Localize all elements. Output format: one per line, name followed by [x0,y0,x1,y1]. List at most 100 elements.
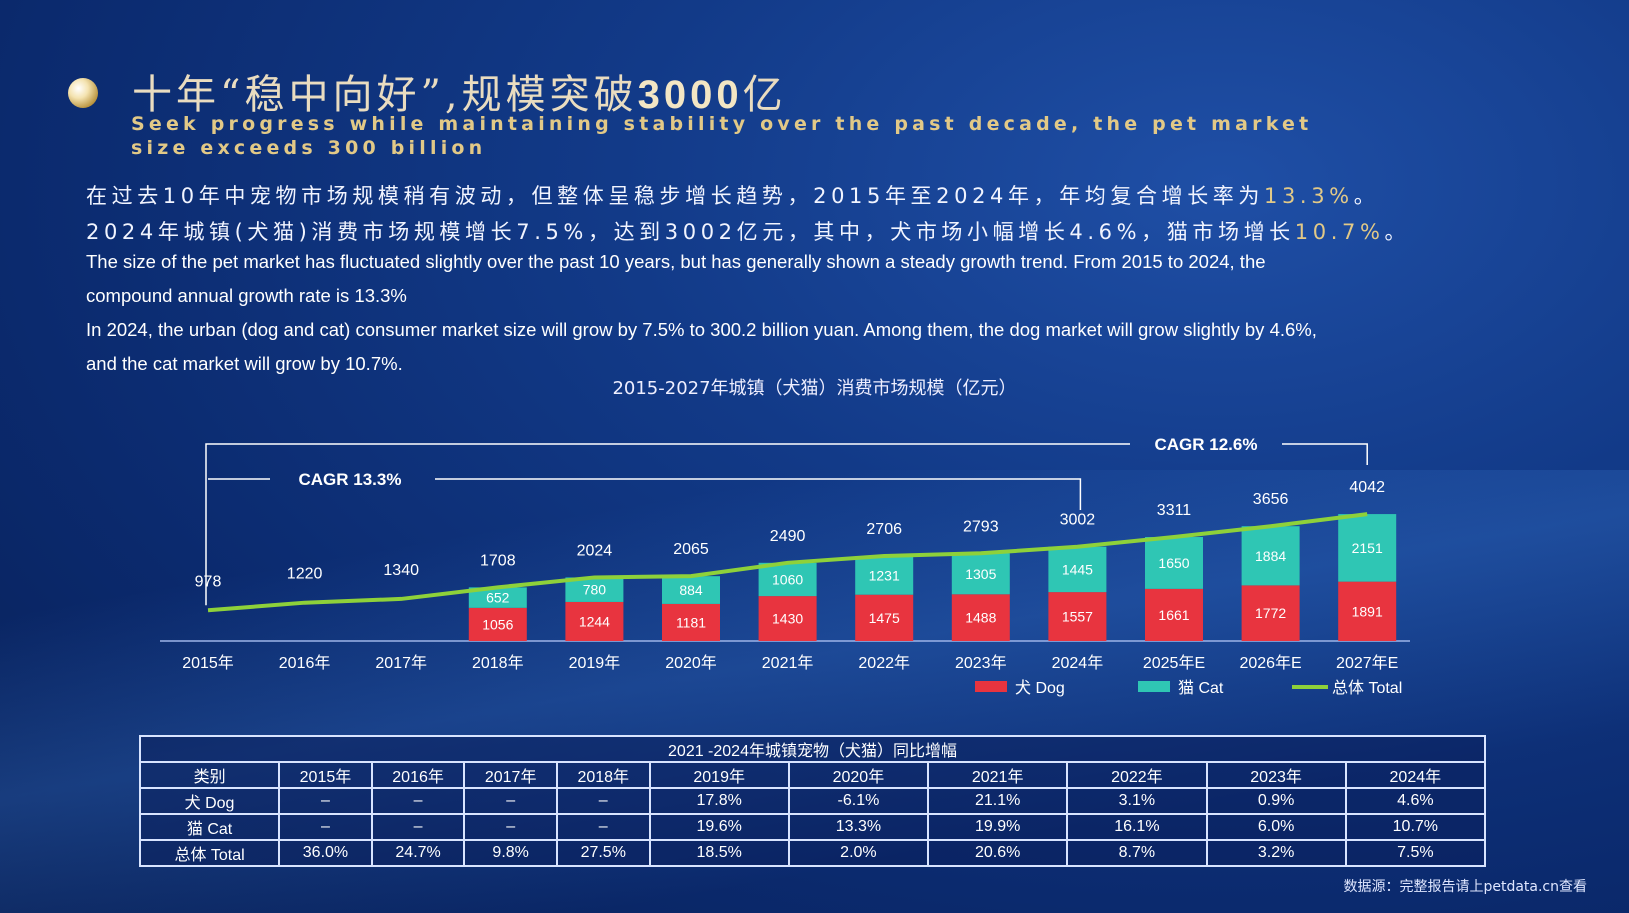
total-value-label: 2793 [963,518,999,535]
bar-dog [1241,585,1300,641]
table-cell: 20.6% [927,839,1069,867]
legend-swatch-total [1292,685,1328,689]
title-suffix: 亿 [742,72,787,118]
zh-text: 。 [1384,220,1411,244]
cat-value-label: 1445 [1062,561,1093,577]
table-cell: 4.6% [1344,787,1487,815]
dog-value-label: 1475 [869,610,900,626]
total-value-label: 1220 [287,566,323,583]
cagr-label-long: CAGR 12.6% [1155,435,1258,454]
legend-label: 猫 Cat [1178,679,1224,697]
en-line-2: compound annual growth rate is 13.3% [86,285,407,306]
table-cell: 2021年 [927,761,1069,789]
dog-value-label: 1430 [772,611,803,627]
en-line-1: The size of the pet market has fluctuate… [86,251,1266,272]
cat-value-label: 1060 [772,571,803,587]
bar-cat [662,576,720,604]
zh-text: 在过去10年中宠物市场规模稍有波动，但整体呈稳步增长趋势，2015年至2024年… [86,184,1265,208]
legend-label: 犬 Dog [1015,679,1065,697]
total-value-label: 3656 [1253,491,1289,508]
bar-dog [758,596,817,641]
total-line [207,512,1368,613]
dog-value-label: 1661 [1158,607,1189,623]
zh-paragraph-2: 2024年城镇(犬猫)消费市场规模增长7.5%，达到3002亿元，其中，犬市场小… [86,216,1410,246]
table-cell: 2019年 [648,761,790,789]
en-line-4: and the cat market will grow by 10.7%. [86,353,403,374]
cagr-bracket-long-left [205,443,1130,606]
bar-dog [662,603,720,641]
table-cell: 6.0% [1205,813,1347,841]
table-cell: 3.1% [1066,787,1208,815]
cat-value-label: 1884 [1255,548,1286,564]
total-value-label: 1708 [480,552,516,569]
bar-dog [951,594,1010,641]
total-line-path [207,512,1368,613]
total-value-label: 2706 [866,521,902,538]
table-cell: 36.0% [278,839,373,867]
dog-value-label: 1891 [1352,603,1383,619]
cat-value-label: 652 [486,590,510,606]
dog-value-label: 1772 [1255,605,1286,621]
x-tick-label: 2015年 [182,654,234,672]
dog-value-label: 1488 [965,610,996,626]
table-cell: 0.9% [1205,787,1347,815]
table-cell: 19.6% [648,813,790,841]
table-cell: 7.5% [1344,839,1487,867]
table-cell: 10.7% [1344,813,1487,841]
bars [160,514,1410,642]
table-cell: – [278,813,373,841]
chart-title: 2015-2027年城镇（犬猫）消费市场规模（亿元） [612,378,1017,399]
market-size-chart: CAGR 13.3% CAGR 12.6% 978 2015年 1220 2016年 13… [160,435,1410,697]
table-cell: – [463,787,558,815]
bar-cat [1338,514,1397,582]
bar-dog [1048,592,1107,641]
bar-dog [468,607,527,641]
labels: 978 2015年 1220 2016年 1340 2017年 1056 652 1708 201… [182,479,1398,672]
zh-text: 。 [1353,184,1380,208]
table-cell: – [278,787,373,815]
bar-dog [1338,581,1397,641]
cagr-bracket-short-right [435,478,1082,510]
total-value-label: 2490 [770,528,806,545]
subtitle-line-2: size exceeds 300 billion [131,137,487,159]
total-value-label: 978 [195,573,222,590]
bar-cat [1241,526,1300,586]
total-value-label: 4042 [1349,479,1385,496]
table-cell: 2.0% [787,839,930,867]
x-tick-label: 2018年 [472,654,524,672]
table-cell: 17.8% [648,787,790,815]
x-tick-label: 2024年 [1052,654,1104,672]
bar-cat [1145,537,1203,589]
zh-text: 2024年城镇(犬猫)消费市场规模增长7.5%，达到3002亿元，其中，犬市场小… [86,220,1295,244]
zh-paragraph-1: 在过去10年中宠物市场规模稍有波动，但整体呈稳步增长趋势，2015年至2024年… [86,180,1379,210]
bar-dog [1145,588,1203,641]
table-cell: 3.2% [1205,839,1347,867]
x-tick-label: 2016年 [279,654,331,672]
page-title: 十年“稳中向好”,规模突破3000亿 [132,62,787,120]
table-caption: 2021 -2024年城镇宠物（犬猫）同比增幅 [139,735,1486,763]
dog-value-label: 1181 [676,614,706,630]
bar-cat [468,587,527,608]
table-cell: 猫 Cat [138,813,281,841]
table-cell: – [370,813,466,841]
table-cell: 13.3% [787,813,930,841]
table-cell: 19.9% [927,813,1069,841]
zh-highlight: 13.3% [1264,184,1354,208]
cagr-label-short: CAGR 13.3% [299,470,402,489]
cat-value-label: 884 [679,582,703,598]
x-tick-label: 2023年 [955,654,1007,672]
table-cell: 27.5% [555,839,651,867]
table-row: 猫 Cat – – – –19.6% 13.3% 19.9% 16.1% 6.0% 10.7% [138,813,1487,841]
bar-cat [855,556,914,595]
dog-value-label: 1056 [482,616,513,632]
legend-swatch [975,681,1007,692]
table-header-row: 类别 2015年 2016年 2017年 2018年 2019年 2020年 2021年 202… [138,761,1487,789]
table-cell: 2018年 [555,761,651,789]
x-tick-label: 2026年E [1239,654,1301,672]
table-cell: 16.1% [1066,813,1208,841]
x-tick-label: 2025年E [1143,654,1205,672]
bar-cat [565,577,624,602]
cat-value-label: 2151 [1352,540,1383,556]
bar-cat [1048,546,1107,593]
title-number: 3000 [637,73,743,117]
